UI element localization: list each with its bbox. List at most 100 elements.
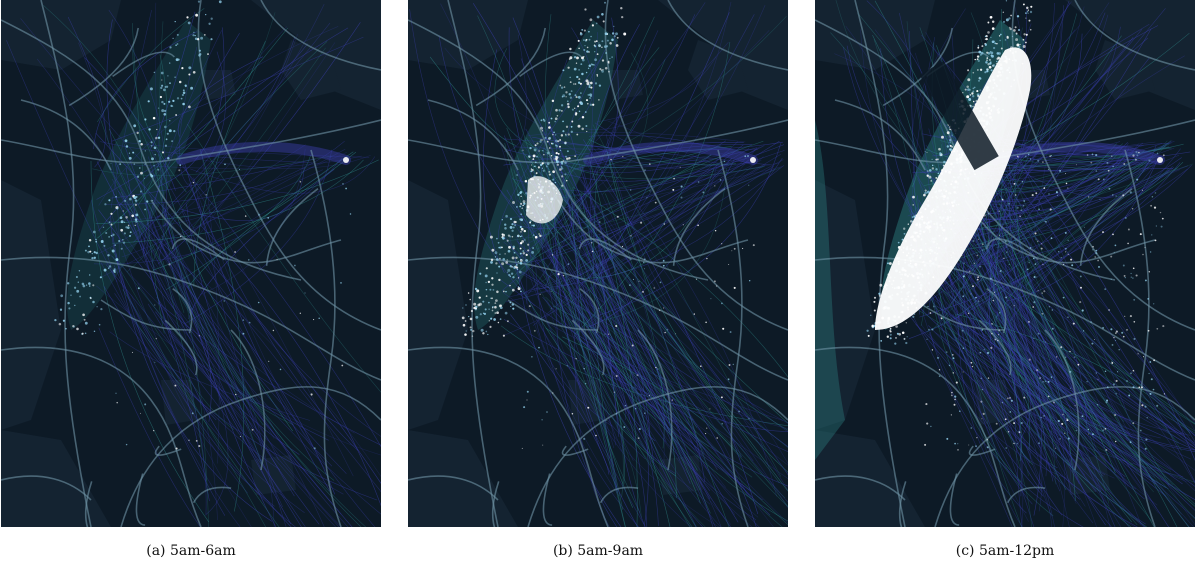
pickup-point: [561, 184, 564, 187]
pickup-point: [169, 46, 172, 49]
pickup-point-outer: [995, 422, 998, 425]
pickup-point: [887, 262, 889, 265]
land-top-left: [1, 0, 121, 70]
pickup-point: [99, 276, 102, 279]
pickup-point-outer: [1067, 187, 1069, 189]
trip-line: [527, 177, 788, 508]
pickup-point: [494, 312, 497, 314]
trip-line: [552, 238, 615, 466]
pickup-point-outer: [1018, 430, 1020, 433]
trip-line: [100, 120, 264, 426]
pickup-point: [488, 301, 490, 304]
pickup-point-outer: [1016, 155, 1019, 158]
trip-line: [595, 165, 775, 277]
pickup-point-outer: [629, 284, 631, 286]
trip-line: [982, 144, 1065, 527]
trip-line: [564, 58, 655, 237]
pickup-point-outer: [981, 389, 983, 391]
pickup-point: [939, 152, 942, 155]
pickup-point-outer: [969, 270, 971, 273]
trip-line: [524, 154, 712, 265]
trip-line: [585, 200, 732, 527]
pickup-point: [82, 284, 86, 288]
pickup-point: [896, 332, 899, 335]
pickup-point: [62, 319, 66, 322]
pickup-point: [969, 94, 972, 96]
pickup-point: [487, 333, 489, 336]
trip-line: [542, 296, 788, 487]
pickup-point-outer: [738, 410, 741, 413]
trip-line: [132, 23, 165, 334]
pickup-point: [113, 271, 116, 274]
pickup-point: [524, 180, 528, 183]
pickup-point: [156, 128, 158, 131]
trip-line: [954, 143, 1139, 266]
trip-line: [498, 56, 603, 239]
pickup-point: [512, 245, 515, 249]
pickup-point: [1025, 12, 1027, 15]
pickup-point: [1030, 5, 1033, 8]
pickup-point: [188, 105, 191, 109]
pickup-point-outer: [1144, 247, 1146, 249]
trip-line: [506, 189, 771, 516]
trip-line: [514, 268, 646, 527]
pickup-point-outer: [924, 443, 927, 446]
pickup-point-outer: [188, 439, 190, 441]
pickup-point: [544, 136, 547, 139]
pickup-point: [569, 47, 572, 51]
trip-line: [520, 58, 599, 232]
trip-line: [974, 229, 1111, 527]
trip-line: [101, 246, 279, 461]
pickup-point: [81, 332, 84, 335]
pickup-point-outer: [654, 201, 657, 204]
pickup-point-outer: [981, 249, 983, 251]
pickup-point: [87, 250, 90, 254]
pickup-point: [138, 139, 141, 143]
pickup-point: [93, 330, 96, 333]
pickup-point-outer: [1132, 386, 1135, 389]
trip-line: [576, 305, 676, 474]
road-minor-1: [84, 481, 93, 527]
pickup-point: [519, 259, 523, 262]
pickup-point: [609, 57, 611, 60]
pickup-point-outer: [1128, 394, 1131, 397]
pickup-point-outer: [1014, 194, 1017, 196]
pickup-point: [492, 306, 494, 308]
trip-line: [977, 143, 1129, 330]
road-5: [408, 256, 788, 381]
pickup-point-outer: [983, 348, 985, 351]
pickup-point: [524, 239, 526, 241]
pickup-point: [532, 247, 535, 249]
pickup-point: [589, 93, 593, 97]
pickup-point: [102, 226, 105, 229]
pickup-point-outer: [1134, 158, 1137, 161]
pickup-point-outer: [1115, 393, 1117, 395]
pickup-point-outer: [1123, 274, 1126, 277]
pickup-point: [530, 168, 533, 170]
pickup-point: [218, 0, 222, 4]
pickup-point: [512, 276, 515, 279]
trip-line: [184, 163, 331, 492]
road-layer: [408, 0, 788, 527]
pickup-point: [598, 99, 600, 101]
pickup-point: [194, 37, 198, 41]
pickup-point-outer: [621, 245, 624, 247]
pickup-point: [570, 90, 573, 92]
trip-line: [499, 258, 788, 448]
pickup-point: [161, 79, 163, 81]
pickup-point-outer: [664, 331, 666, 334]
trip-line: [1001, 260, 1071, 482]
pickup-point-outer: [1049, 155, 1051, 157]
trip-line: [132, 224, 262, 462]
pickup-point: [566, 102, 570, 106]
pickup-point: [517, 193, 520, 196]
pickup-point: [58, 322, 62, 326]
pickup-point: [123, 232, 126, 235]
pickup-point-outer: [1083, 226, 1085, 228]
pickup-point-outer: [1091, 433, 1094, 436]
pickup-point-outer: [1132, 267, 1135, 270]
trip-line: [187, 151, 354, 288]
trip-line: [544, 30, 659, 288]
pickup-point: [491, 248, 495, 252]
pickup-point-outer: [1019, 215, 1021, 218]
